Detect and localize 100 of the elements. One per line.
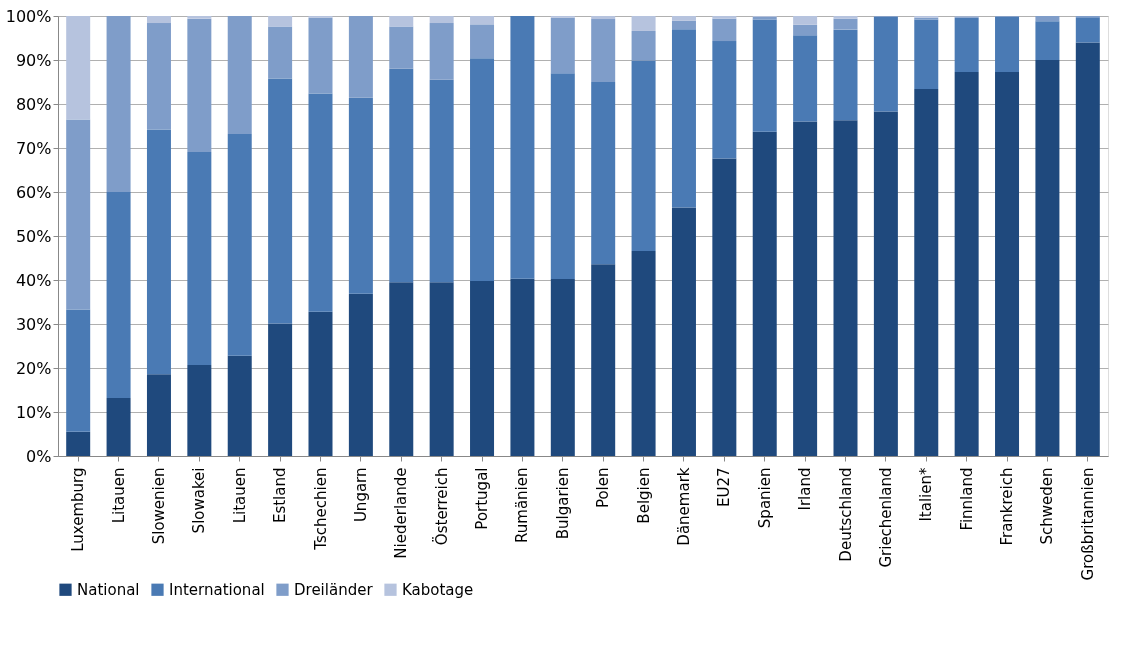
x-tick-label: Rumänien bbox=[513, 467, 532, 543]
bar bbox=[470, 16, 495, 25]
bar bbox=[348, 97, 373, 294]
bar bbox=[187, 18, 212, 152]
bar bbox=[510, 278, 535, 456]
x-tick-label: Österreich bbox=[431, 467, 451, 546]
x-tick-label: Tschechien bbox=[311, 467, 330, 551]
bar bbox=[954, 71, 979, 456]
bar bbox=[510, 16, 535, 279]
x-tick-label: Luxemburg bbox=[69, 467, 88, 552]
x-tick-label: Griechenland bbox=[876, 467, 895, 568]
bar bbox=[268, 16, 293, 27]
bar bbox=[793, 35, 818, 122]
x-tick-label: Litauen bbox=[230, 467, 249, 524]
bar bbox=[106, 192, 131, 398]
bar bbox=[227, 16, 252, 134]
x-tick-label: Slowenien bbox=[149, 467, 168, 545]
y-tick-label: 80% bbox=[15, 94, 52, 114]
bar bbox=[1035, 16, 1060, 22]
bar bbox=[389, 282, 414, 456]
bar bbox=[591, 82, 616, 265]
bar bbox=[470, 24, 495, 59]
y-tick-label: 0% bbox=[26, 446, 52, 466]
x-tick-label: Frankreich bbox=[998, 467, 1017, 546]
y-tick-label: 70% bbox=[15, 138, 52, 158]
bar bbox=[550, 73, 575, 280]
bar bbox=[833, 16, 858, 19]
bar bbox=[348, 293, 373, 456]
bar bbox=[187, 364, 212, 456]
bar bbox=[712, 16, 737, 19]
y-tick-label: 100% bbox=[5, 6, 52, 26]
y-tick-label: 30% bbox=[15, 314, 52, 334]
bar bbox=[914, 19, 939, 90]
x-tick-label: Bulgarien bbox=[553, 467, 572, 540]
bar bbox=[631, 16, 656, 31]
x-tick-label: Slowakei bbox=[190, 467, 209, 534]
x-tick-label: Deutschland bbox=[836, 467, 855, 562]
bar bbox=[268, 323, 293, 456]
x-tick-label: Litauen bbox=[109, 467, 128, 524]
bar bbox=[995, 16, 1020, 72]
bar bbox=[954, 17, 979, 72]
bar bbox=[793, 24, 818, 36]
x-tick-label: Polen bbox=[594, 467, 613, 509]
bar bbox=[66, 119, 91, 310]
bar bbox=[873, 111, 898, 456]
y-tick-label: 50% bbox=[15, 226, 52, 246]
bar bbox=[389, 68, 414, 283]
bar bbox=[429, 23, 454, 80]
x-tick-label: Finnland bbox=[957, 467, 976, 531]
bar bbox=[914, 89, 939, 456]
x-tick-label: Estland bbox=[271, 467, 290, 524]
bar bbox=[146, 16, 171, 24]
bar bbox=[227, 133, 252, 356]
bar bbox=[671, 207, 696, 456]
bar bbox=[873, 16, 898, 112]
bar bbox=[712, 18, 737, 42]
bar bbox=[146, 374, 171, 456]
bar bbox=[631, 30, 656, 61]
x-tick-label: Ungarn bbox=[351, 467, 370, 523]
bar bbox=[187, 16, 212, 19]
bar bbox=[429, 282, 454, 456]
bar bbox=[671, 29, 696, 208]
bar bbox=[389, 16, 414, 27]
bar bbox=[833, 120, 858, 456]
bar bbox=[833, 18, 858, 30]
bar bbox=[146, 23, 171, 130]
bar bbox=[631, 60, 656, 251]
x-tick-label: Portugal bbox=[473, 467, 492, 530]
bar bbox=[66, 16, 91, 120]
legend-label: Dreiländer bbox=[294, 580, 374, 599]
bar bbox=[429, 16, 454, 24]
x-tick-label: Schweden bbox=[1038, 467, 1057, 545]
bar bbox=[671, 20, 696, 30]
bar bbox=[106, 397, 131, 456]
x-tick-label: Niederlande bbox=[392, 467, 411, 559]
x-tick-label: Dänemark bbox=[674, 467, 693, 546]
bar bbox=[187, 151, 212, 365]
bar bbox=[550, 279, 575, 456]
bar bbox=[1075, 17, 1100, 43]
x-tick-label: Italien* bbox=[917, 467, 936, 522]
bar bbox=[591, 264, 616, 456]
bar bbox=[470, 58, 495, 281]
bar bbox=[1035, 60, 1060, 456]
bar bbox=[66, 431, 91, 456]
bar bbox=[106, 16, 131, 192]
bar bbox=[268, 26, 293, 79]
legend-label: International bbox=[169, 580, 265, 599]
bar bbox=[631, 250, 656, 456]
bar bbox=[389, 26, 414, 69]
bar bbox=[308, 17, 333, 94]
bar bbox=[752, 131, 777, 456]
bar bbox=[793, 121, 818, 456]
bar bbox=[591, 19, 616, 82]
bar bbox=[752, 19, 777, 132]
x-tick-label: Irland bbox=[796, 467, 815, 511]
bar bbox=[227, 355, 252, 456]
legend-label: National bbox=[77, 580, 140, 599]
bar bbox=[429, 79, 454, 283]
legend-label: Kabotage bbox=[402, 580, 474, 599]
bar bbox=[793, 16, 818, 25]
